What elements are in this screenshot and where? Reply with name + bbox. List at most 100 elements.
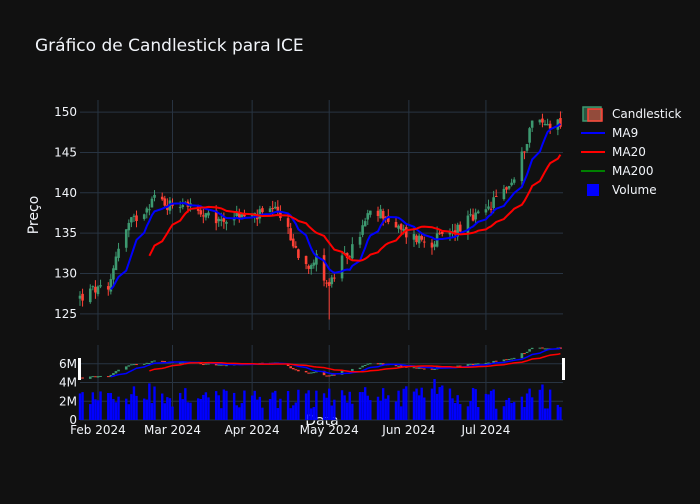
- volume-bar: [91, 392, 95, 420]
- mini-candle: [106, 376, 110, 378]
- candle-body: [476, 211, 480, 214]
- candle-body: [294, 246, 298, 248]
- mini-candle: [363, 365, 367, 367]
- volume-bar: [528, 388, 531, 420]
- volume-bar: [345, 402, 349, 420]
- candle-body: [286, 218, 290, 227]
- mini-candle: [91, 376, 95, 378]
- mini-candle: [351, 368, 354, 372]
- candle-body: [291, 238, 295, 247]
- volume-bar: [376, 396, 380, 420]
- candle-body: [502, 188, 506, 200]
- volume-bar: [366, 395, 369, 420]
- candle-body: [117, 248, 120, 258]
- mini-candle: [202, 364, 205, 366]
- volume-bar: [153, 386, 156, 420]
- volume-bar: [268, 398, 272, 420]
- mini-candle: [214, 363, 218, 366]
- candle-body: [178, 206, 182, 208]
- candle-body: [404, 227, 408, 238]
- volume-bar: [199, 398, 202, 420]
- mini-candle: [417, 367, 421, 369]
- mini-candle: [112, 373, 115, 376]
- volume-bar: [204, 392, 208, 420]
- volume-bar: [402, 388, 405, 420]
- mini-candle: [366, 363, 370, 365]
- volume-bar: [430, 388, 434, 420]
- volume-bar: [340, 390, 344, 420]
- ma9-line-mini: [110, 347, 561, 378]
- volume-bar: [453, 403, 457, 420]
- mini-candle: [124, 366, 128, 370]
- candle-body: [471, 214, 475, 221]
- candle-body: [78, 295, 82, 299]
- volume-bar: [112, 399, 115, 420]
- candle-body: [130, 217, 133, 223]
- candle-body: [348, 256, 352, 258]
- mini-candle: [163, 361, 167, 363]
- mini-candle: [397, 365, 400, 367]
- candle-body: [304, 255, 308, 265]
- volume-bar: [492, 389, 495, 420]
- mini-candle: [487, 362, 490, 364]
- legend-item: MA9: [581, 126, 638, 140]
- volume-bar: [220, 408, 223, 420]
- legend-item: MA20: [581, 145, 646, 159]
- volume-bar: [351, 403, 354, 420]
- mini-candle: [376, 363, 380, 365]
- candle-body: [135, 215, 138, 222]
- y-tick-label: 125: [54, 307, 77, 321]
- volume-bar: [502, 406, 506, 420]
- mini-candle: [420, 367, 423, 369]
- mini-candle: [340, 370, 344, 375]
- candle-body: [88, 288, 92, 303]
- mini-candle: [399, 365, 403, 367]
- candle-body: [142, 214, 146, 219]
- x-tick-label: Apr 2024: [225, 423, 280, 437]
- candle-body: [469, 214, 472, 216]
- volume-bar: [107, 392, 110, 420]
- candle-body: [384, 216, 388, 218]
- volume-bar: [487, 394, 490, 420]
- legend-label: MA20: [612, 145, 646, 159]
- mini-candle: [309, 372, 313, 374]
- candle-body: [474, 212, 477, 220]
- candle-body: [440, 231, 444, 234]
- candle-body: [322, 255, 326, 281]
- mini-candle: [502, 359, 506, 362]
- mini-candle: [476, 363, 480, 365]
- mini-candle: [559, 347, 562, 349]
- y-tick-label: 150: [54, 105, 77, 119]
- x-tick-label: Jun 2024: [381, 423, 435, 437]
- x-tick-label: Feb 2024: [70, 423, 126, 437]
- mini-candle: [492, 360, 495, 363]
- candle-body: [99, 285, 102, 287]
- mini-candle: [327, 375, 331, 377]
- volume-bar: [505, 399, 508, 420]
- candle-body: [351, 244, 354, 259]
- mini-candle: [286, 364, 290, 366]
- volume-bar: [451, 398, 454, 420]
- volume-bar: [214, 391, 218, 420]
- mini-candle: [99, 375, 102, 377]
- mini-candle: [117, 369, 120, 372]
- candle-body: [361, 225, 364, 235]
- volume-bar: [217, 395, 220, 420]
- mini-candle: [541, 347, 544, 349]
- volume-bar: [471, 387, 475, 420]
- candle-body: [217, 218, 221, 222]
- volume-bar: [207, 397, 210, 420]
- candle-body: [376, 210, 380, 216]
- volume-bar: [238, 407, 241, 420]
- legend-label: Volume: [612, 183, 657, 197]
- mini-candle: [220, 364, 223, 366]
- x-tick-label: May 2024: [300, 423, 359, 437]
- volume-bar: [489, 390, 493, 420]
- candle-body: [312, 262, 316, 266]
- volume-bar: [315, 390, 318, 420]
- mini-candle: [304, 370, 308, 373]
- volume-bar: [81, 392, 84, 420]
- candle-body: [109, 279, 113, 292]
- volume-bar: [148, 383, 151, 420]
- candle-body: [268, 208, 272, 213]
